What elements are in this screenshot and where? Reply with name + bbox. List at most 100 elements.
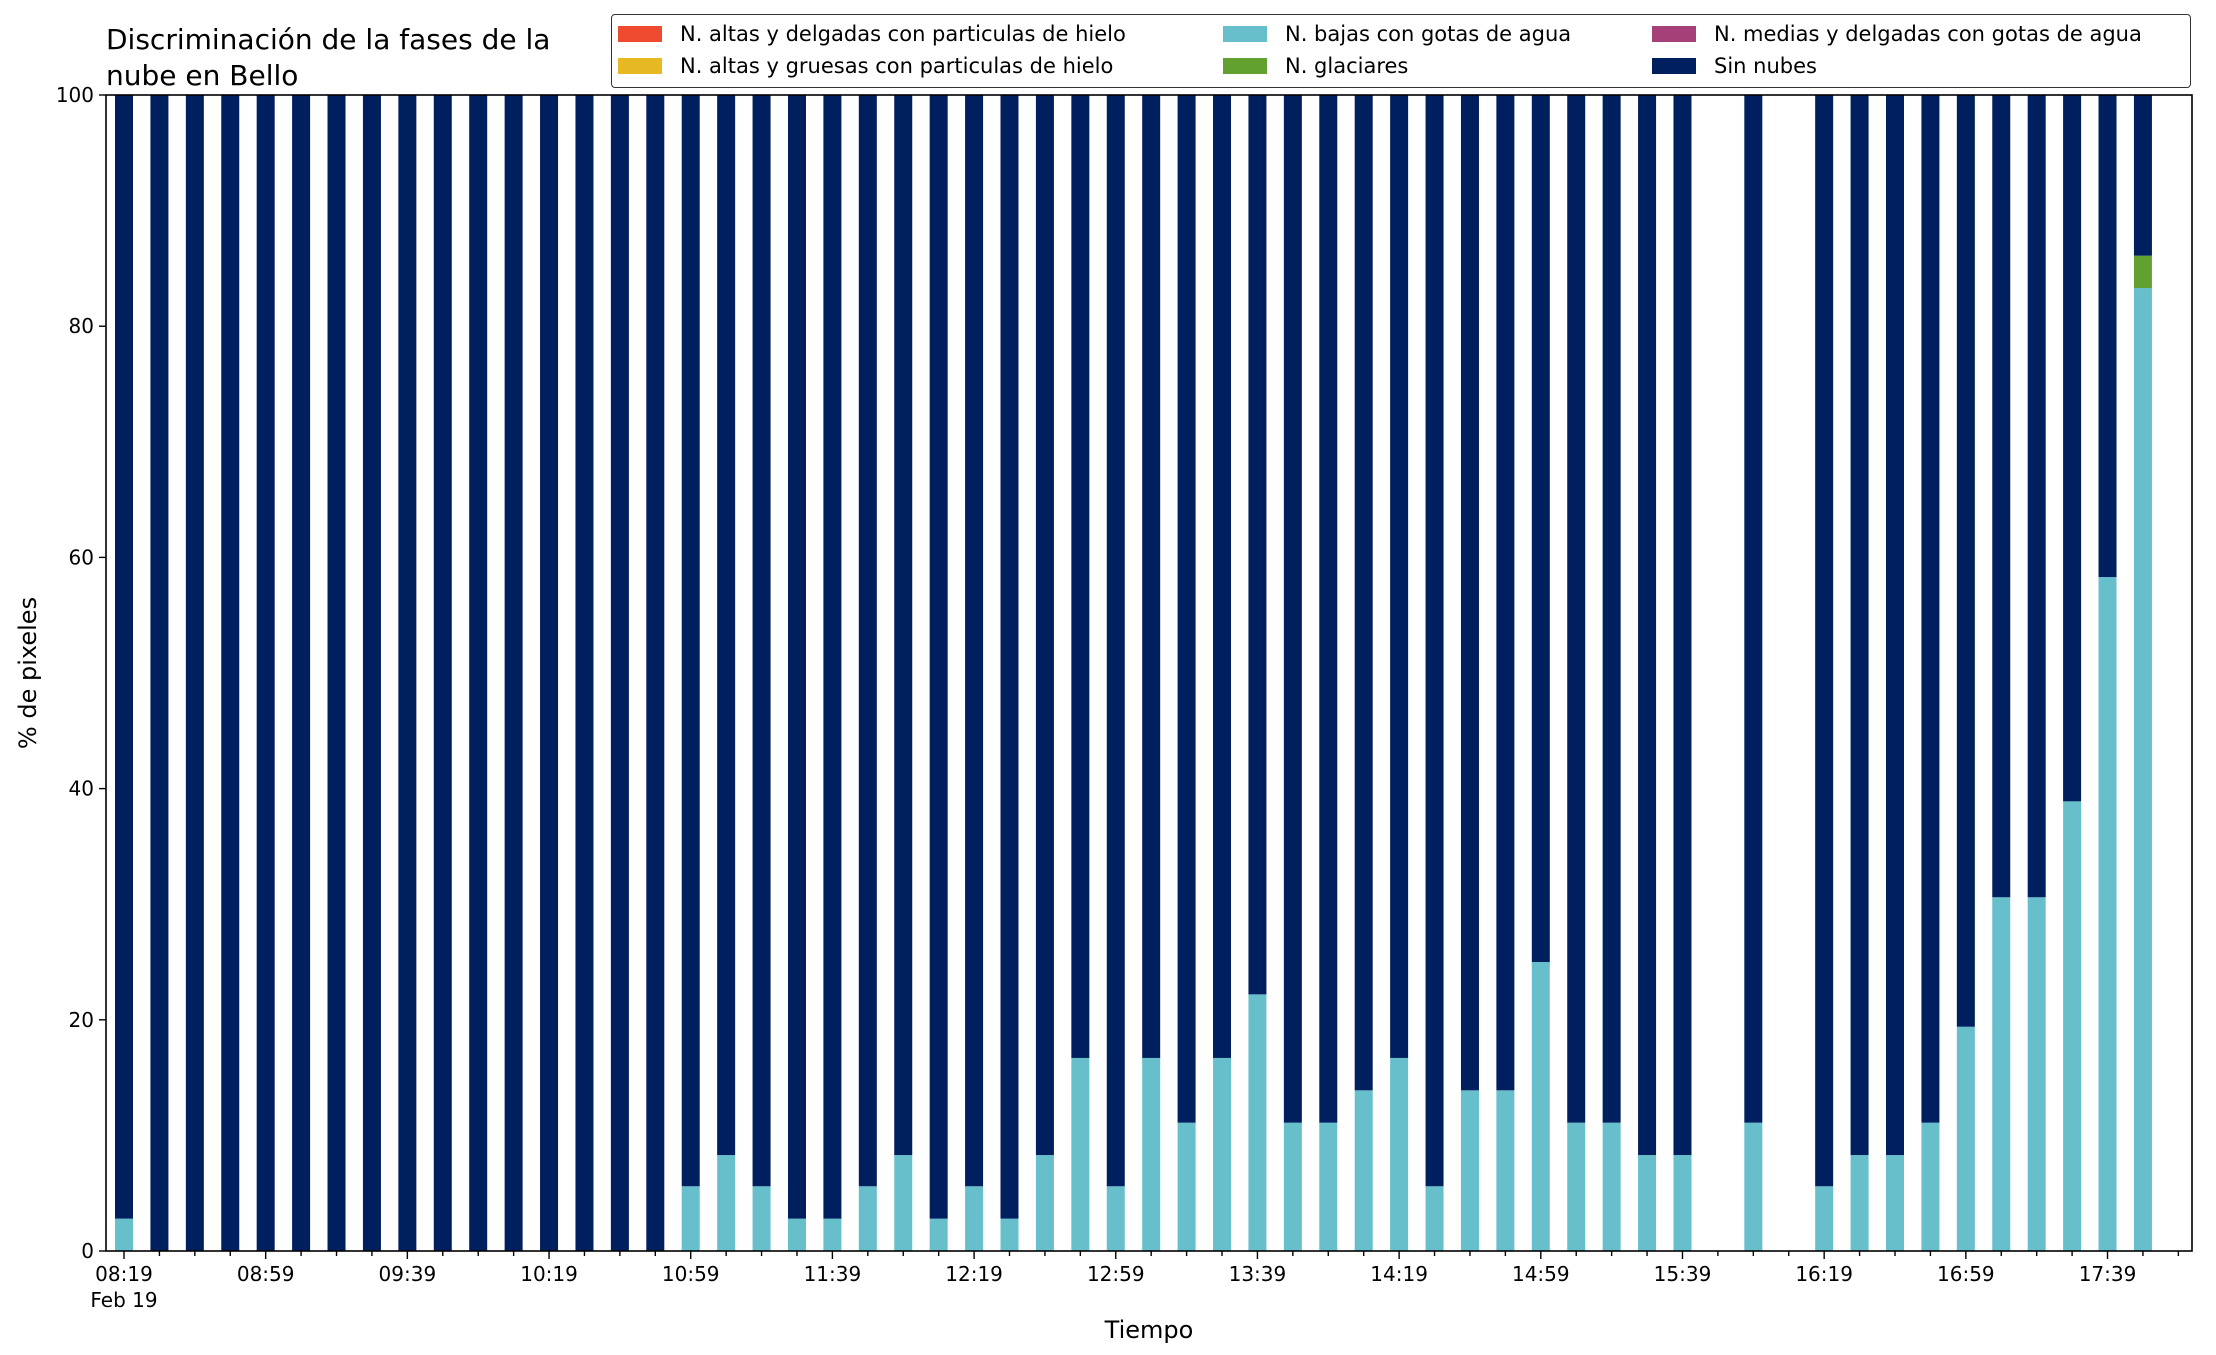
bar-bajas-1149	[858, 1186, 877, 1251]
bar-bajas-1129	[787, 1218, 806, 1251]
bar-bajas-1409	[1354, 1090, 1373, 1251]
bar-sin_nubes-1409	[1354, 95, 1373, 1091]
bar-bajas-1439	[1460, 1090, 1479, 1251]
bar-sin_nubes-1229	[1000, 95, 1019, 1219]
bars-layer	[115, 95, 2152, 1251]
bar-sin_nubes-0909	[292, 95, 311, 1251]
bar-bajas-1659	[1956, 1026, 1975, 1251]
bar-bajas-1709	[1992, 897, 2011, 1251]
bar-sin_nubes-1459	[1531, 95, 1550, 962]
bar-bajas-1419	[1390, 1057, 1409, 1251]
legend-swatch	[1223, 26, 1267, 42]
y-tick-label: 40	[69, 777, 94, 801]
legend-label: Sin nubes	[1714, 54, 1817, 78]
bar-bajas-1429	[1425, 1186, 1444, 1251]
bar-bajas-1649	[1921, 1122, 1940, 1251]
bar-sin_nubes-1649	[1921, 95, 1940, 1123]
bar-bajas-1309	[1142, 1057, 1161, 1251]
bar-sin_nubes-1049	[646, 95, 665, 1251]
bar-bajas-1719	[2027, 897, 2046, 1251]
x-axis: 08:19 08:59 09:39 10:19 10:59 11:39 12:19 12:59…	[90, 1251, 2180, 1312]
x-tick-label: 09:39	[379, 1262, 437, 1286]
bar-sin_nubes-1029	[575, 95, 594, 1251]
bar-bajas-1259	[1106, 1186, 1125, 1251]
bar-bajas-1459	[1531, 962, 1550, 1251]
bar-bajas-1359	[1319, 1122, 1338, 1251]
bar-bajas-1529	[1638, 1155, 1657, 1251]
bar-sin_nubes-1629	[1850, 95, 1869, 1156]
bar-sin_nubes-1619	[1815, 95, 1834, 1187]
bar-bajas-1339	[1248, 994, 1267, 1251]
bar-sin_nubes-1739	[2098, 95, 2117, 578]
y-axis-label: % de pixeles	[14, 597, 42, 749]
bar-sin_nubes-1429	[1425, 95, 1444, 1187]
bar-sin_nubes-1519	[1602, 95, 1621, 1123]
bar-bajas-1349	[1283, 1122, 1302, 1251]
bar-sin_nubes-1419	[1390, 95, 1409, 1058]
bar-bajas-1729	[2063, 801, 2082, 1251]
bar-sin_nubes-1339	[1248, 95, 1267, 995]
legend-item-glaciares: N. glaciares	[1223, 51, 1408, 81]
x-tick-label: 15:39	[1654, 1262, 1712, 1286]
x-tick-label: 14:19	[1370, 1262, 1428, 1286]
bar-bajas-1519	[1602, 1122, 1621, 1251]
bar-bajas-1119	[752, 1186, 771, 1251]
bar-sin_nubes-1559	[1744, 95, 1763, 1123]
legend-swatch	[1652, 26, 1696, 42]
bar-glaciares-1749	[2133, 255, 2152, 289]
legend-label: N. altas y gruesas con particulas de hie…	[680, 54, 1114, 78]
bar-bajas-1619	[1815, 1186, 1834, 1251]
legend-item-medias: N. medias y delgadas con gotas de agua	[1652, 19, 2142, 49]
bar-sin_nubes-0959	[469, 95, 488, 1251]
bar-sin_nubes-1359	[1319, 95, 1338, 1123]
x-tick-label: 16:19	[1795, 1262, 1853, 1286]
y-tick-label: 20	[69, 1008, 94, 1032]
bar-sin_nubes-1349	[1283, 95, 1302, 1123]
bar-sin_nubes-0929	[362, 95, 381, 1251]
x-tick-label: 13:39	[1229, 1262, 1287, 1286]
legend-item-altas_delgadas: N. altas y delgadas con particulas de hi…	[618, 19, 1126, 49]
bar-bajas-1139	[823, 1218, 842, 1251]
legend-label: N. medias y delgadas con gotas de agua	[1714, 22, 2142, 46]
bar-sin_nubes-1159	[894, 95, 913, 1156]
bar-bajas-1559	[1744, 1122, 1763, 1251]
bar-sin_nubes-1309	[1142, 95, 1161, 1058]
bar-bajas-1229	[1000, 1218, 1019, 1251]
bar-sin_nubes-1319	[1177, 95, 1196, 1123]
bar-sin_nubes-1139	[823, 95, 842, 1219]
x-tick-label: 08:59	[237, 1262, 295, 1286]
bar-sin_nubes-1509	[1567, 95, 1586, 1123]
bar-sin_nubes-1639	[1886, 95, 1904, 1156]
x-tick-label: 12:59	[1087, 1262, 1145, 1286]
x-tick-date-label: Feb 19	[90, 1288, 157, 1312]
bar-sin_nubes-1119	[752, 95, 771, 1187]
legend-label: N. bajas con gotas de agua	[1285, 22, 1572, 46]
x-tick-label: 12:19	[945, 1262, 1003, 1286]
bar-sin_nubes-0839	[185, 95, 204, 1251]
y-axis: 0 20 40 60 80 100	[56, 83, 106, 1263]
bar-sin_nubes-1439	[1460, 95, 1479, 1091]
chart-title: Discriminación de la fases de la nube en…	[106, 22, 550, 94]
bar-bajas-1539	[1673, 1155, 1692, 1251]
bar-bajas-1109	[717, 1155, 736, 1251]
plot-frame	[105, 94, 2193, 1252]
x-tick-label: 11:39	[804, 1262, 862, 1286]
x-tick-label: 08:19	[95, 1262, 153, 1286]
bar-sin_nubes-1149	[858, 95, 877, 1187]
bar-bajas-1449	[1496, 1090, 1515, 1251]
bar-sin_nubes-1239	[1035, 95, 1054, 1156]
y-tick-label: 60	[69, 545, 94, 569]
bar-sin_nubes-1729	[2063, 95, 2082, 802]
x-tick-label: 10:19	[520, 1262, 578, 1286]
legend: N. altas y delgadas con particulas de hi…	[611, 14, 2191, 88]
bar-sin_nubes-0919	[327, 95, 346, 1251]
legend-swatch	[1223, 58, 1267, 74]
bar-bajas-1209	[929, 1218, 948, 1251]
legend-label: N. altas y delgadas con particulas de hi…	[680, 22, 1126, 46]
legend-swatch	[618, 58, 662, 74]
bar-bajas-1219	[965, 1186, 984, 1251]
chart-title-line-2: nube en Bello	[106, 59, 299, 92]
bar-bajas-1319	[1177, 1122, 1196, 1251]
legend-swatch	[618, 26, 662, 42]
bar-sin_nubes-1019	[540, 95, 559, 1251]
